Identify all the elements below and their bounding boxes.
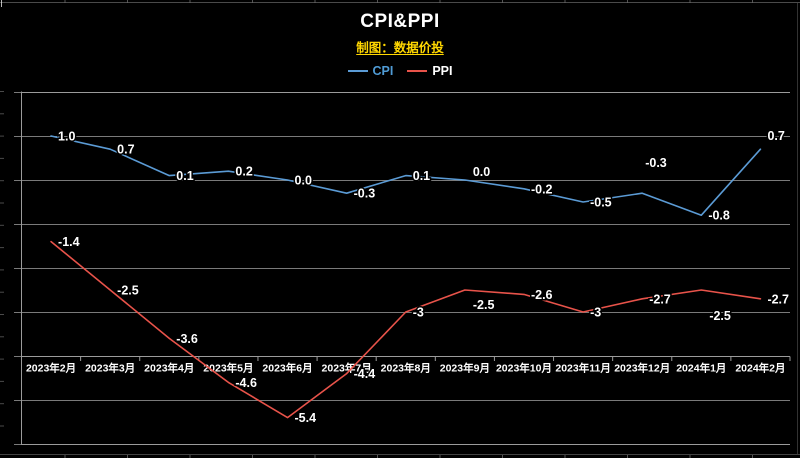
cpi-data-label: -0.3 xyxy=(354,187,376,201)
legend-item-cpi: CPI xyxy=(347,64,394,78)
ppi-data-label: -2.5 xyxy=(473,298,495,312)
cpi-data-label: 0.1 xyxy=(413,169,430,183)
cpi-line xyxy=(50,135,762,216)
ppi-data-label: -2.5 xyxy=(709,309,731,323)
x-axis-label: 2023年5月 xyxy=(203,362,253,375)
cpi-data-label: -0.5 xyxy=(590,196,612,210)
ppi-line xyxy=(50,240,762,419)
ppi-data-label: -4.6 xyxy=(235,376,257,390)
legend-item-ppi: PPI xyxy=(407,64,453,78)
x-axis-label: 2023年3月 xyxy=(85,362,135,375)
x-axis-label: 2023年7月 xyxy=(322,362,372,375)
ppi-data-label: -4.4 xyxy=(354,367,376,381)
cpi-data-label: -0.2 xyxy=(531,182,553,196)
x-axis-label: 2024年1月 xyxy=(676,362,726,375)
ppi-data-label: -2.6 xyxy=(531,288,553,302)
x-axis-label: 2023年12月 xyxy=(614,362,670,375)
ppi-data-label: -5.4 xyxy=(295,411,317,425)
ppi-line-swatch-icon xyxy=(407,70,428,72)
x-axis-label: 2023年4月 xyxy=(144,362,194,375)
cpi-data-label: -0.8 xyxy=(708,209,730,223)
cpi-line-swatch-icon xyxy=(347,70,368,72)
cpi-data-label: 0.7 xyxy=(767,129,784,143)
cpi-data-label: 0.0 xyxy=(473,165,490,179)
ppi-data-label: -2.7 xyxy=(649,292,671,306)
x-axis-label: 2023年9月 xyxy=(440,362,490,375)
ppi-data-label: -3 xyxy=(590,306,601,320)
cpi-data-label: 0.1 xyxy=(176,169,193,183)
cpi-data-label: -0.3 xyxy=(645,156,667,170)
legend-label-cpi: CPI xyxy=(372,64,394,78)
ppi-data-label: -3.6 xyxy=(176,332,198,346)
x-axis-label: 2023年6月 xyxy=(262,362,312,375)
legend-label-ppi: PPI xyxy=(432,64,453,78)
cpi-data-label: 0.2 xyxy=(235,165,252,179)
chart-subtitle-text: 制图：数据价投 xyxy=(356,41,444,55)
x-axis-label: 2024年2月 xyxy=(735,362,785,375)
ppi-data-label: -3 xyxy=(413,306,424,320)
x-axis-label: 2023年11月 xyxy=(555,362,610,375)
cpi-data-label: 0.0 xyxy=(295,174,312,188)
x-axis-label: 2023年10月 xyxy=(496,362,552,375)
x-axis-label: 2023年2月 xyxy=(26,362,76,375)
chart-title: CPI&PPI xyxy=(360,11,440,32)
ppi-data-label: -2.7 xyxy=(767,292,789,306)
ppi-data-label: -2.5 xyxy=(117,284,139,298)
chart-subtitle: 制图：数据价投 xyxy=(0,37,800,56)
x-axis-label: 2023年8月 xyxy=(381,362,431,375)
ppi-data-label: -1.4 xyxy=(58,235,80,249)
chart-legend: CPI PPI xyxy=(0,64,800,78)
cpi-data-label: 1.0 xyxy=(58,130,75,144)
cpi-data-label: 0.7 xyxy=(117,143,134,157)
